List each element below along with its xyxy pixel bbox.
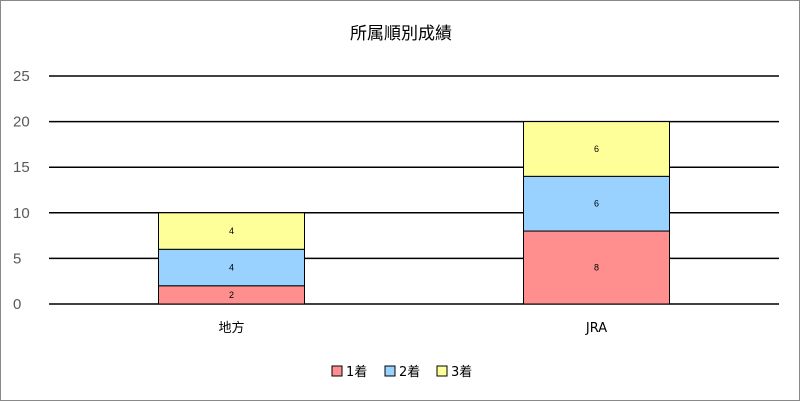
y-tick-label: 25 xyxy=(13,68,30,85)
y-tick-label: 10 xyxy=(13,205,30,222)
x-category-label: 地方 xyxy=(218,320,244,336)
legend-swatch xyxy=(384,365,396,377)
y-axis-ticks: 0 5 10 15 20 25 xyxy=(13,68,30,313)
bar-segment xyxy=(158,212,305,250)
legend-swatch xyxy=(436,365,448,377)
data-label: 6 xyxy=(594,144,599,154)
bars: 2 4 4 8 6 6 xyxy=(158,121,670,305)
data-label: 8 xyxy=(594,263,599,273)
legend-label: 3着 xyxy=(451,364,472,380)
chart-title: 所属順別成績 xyxy=(350,24,452,44)
legend-swatch xyxy=(331,365,343,377)
legend: 1着 2着 3着 xyxy=(331,364,472,380)
x-category-label: JRA xyxy=(585,321,607,336)
y-tick-label: 0 xyxy=(13,296,21,313)
data-label: 4 xyxy=(229,226,234,236)
bar-segment xyxy=(523,230,670,305)
bar-segment xyxy=(523,175,670,232)
data-label: 2 xyxy=(229,290,234,300)
data-label: 4 xyxy=(229,263,234,273)
x-axis-labels: 地方 JRA xyxy=(218,320,607,336)
y-tick-label: 15 xyxy=(13,159,30,176)
bar-segment xyxy=(523,121,670,177)
data-label: 6 xyxy=(594,199,599,209)
legend-label: 2着 xyxy=(399,364,420,380)
y-tick-label: 5 xyxy=(13,250,21,267)
y-tick-label: 20 xyxy=(13,114,30,131)
legend-label: 1着 xyxy=(346,364,367,380)
bar-segment xyxy=(158,248,305,287)
